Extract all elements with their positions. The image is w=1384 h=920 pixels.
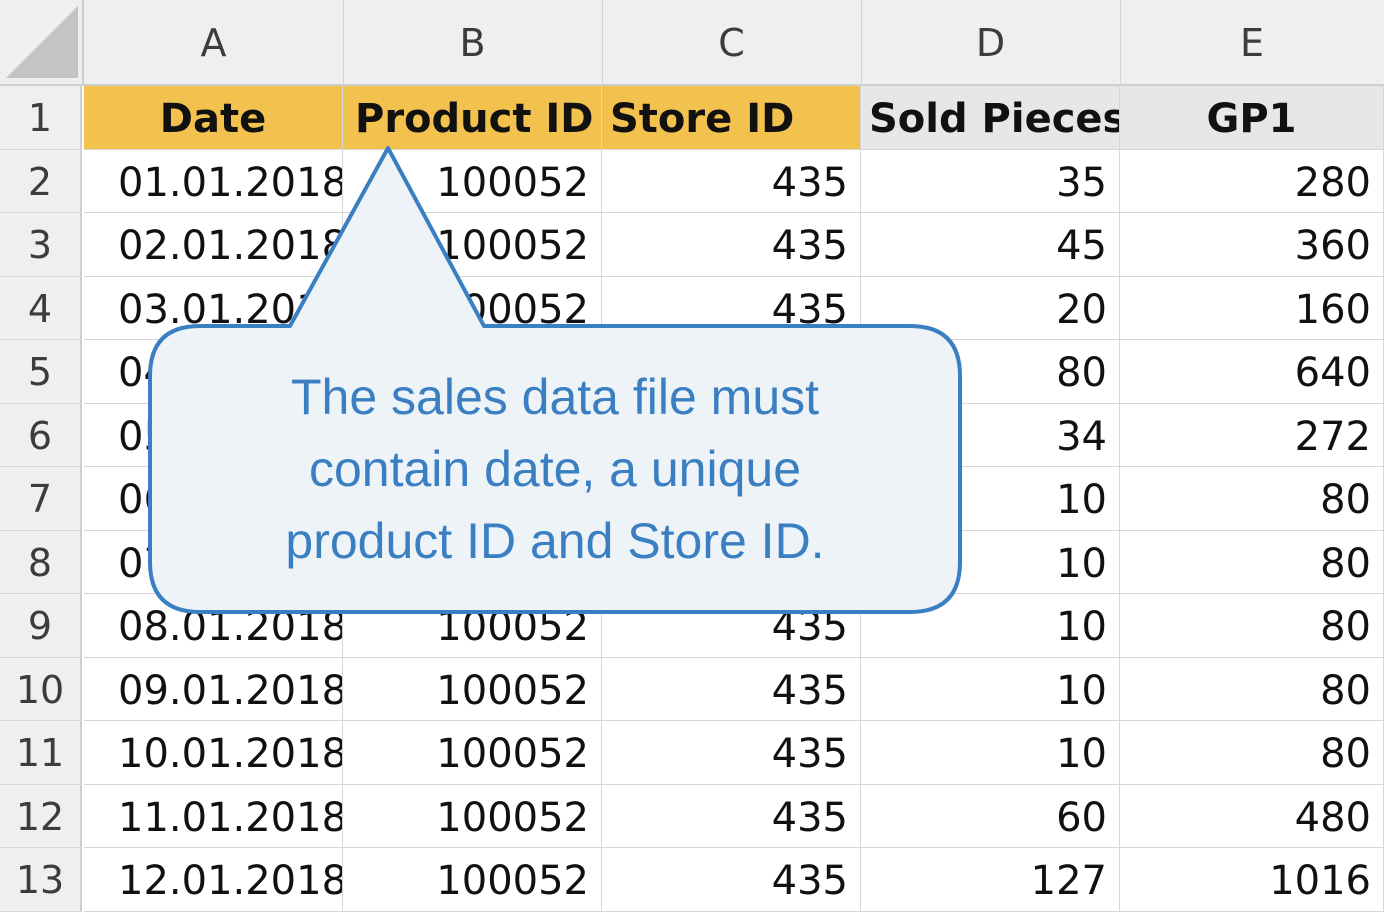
cell-a2[interactable]: 01.01.2018 [84, 149, 343, 213]
row-header-13[interactable]: 13 [0, 848, 82, 912]
callout-text: The sales data file must contain date, a… [285, 369, 825, 569]
cell-c10[interactable]: 435 [602, 657, 861, 721]
cell-c2[interactable]: 435 [602, 149, 861, 213]
row-header-10[interactable]: 10 [0, 657, 82, 721]
cell-b3[interactable]: 100052 [343, 213, 602, 277]
cell-d10[interactable]: 10 [861, 657, 1120, 721]
header-cell-a1[interactable]: Date [84, 86, 343, 150]
row-header-12[interactable]: 12 [0, 784, 82, 848]
header-cell-d1[interactable]: Sold Pieces [861, 86, 1120, 150]
header-cell-c1[interactable]: Store ID [602, 86, 861, 150]
column-header-e[interactable]: E [1120, 0, 1384, 84]
cell-e6[interactable]: 272 [1120, 403, 1384, 467]
column-header-b[interactable]: B [343, 0, 603, 84]
cell-e8[interactable]: 80 [1120, 530, 1384, 594]
select-all-triangle-icon [6, 6, 78, 78]
row-header-4[interactable]: 4 [0, 276, 82, 340]
row-header-8[interactable]: 8 [0, 530, 82, 594]
row-header-2[interactable]: 2 [0, 149, 82, 213]
row-header-5[interactable]: 5 [0, 340, 82, 404]
column-header-bar [0, 0, 1384, 86]
cell-d7[interactable]: 10 [861, 467, 1120, 531]
cell-d8[interactable]: 10 [861, 530, 1120, 594]
cell-d2[interactable]: 35 [861, 149, 1120, 213]
cell-a12[interactable]: 11.01.2018 [84, 784, 343, 848]
cell-e11[interactable]: 80 [1120, 721, 1384, 785]
cell-d11[interactable]: 10 [861, 721, 1120, 785]
cell-c12[interactable]: 435 [602, 784, 861, 848]
cell-e2[interactable]: 280 [1120, 149, 1384, 213]
cell-d6[interactable]: 34 [861, 403, 1120, 467]
cell-b11[interactable]: 100052 [343, 721, 602, 785]
cell-c11[interactable]: 435 [602, 721, 861, 785]
column-header-d[interactable]: D [861, 0, 1121, 84]
cell-e3[interactable]: 360 [1120, 213, 1384, 277]
cell-d3[interactable]: 45 [861, 213, 1120, 277]
cell-b2[interactable]: 100052 [343, 149, 602, 213]
cell-e4[interactable]: 160 [1120, 276, 1384, 340]
cell-c3[interactable]: 435 [602, 213, 861, 277]
cell-b13[interactable]: 100052 [343, 848, 602, 912]
cell-d5[interactable]: 80 [861, 340, 1120, 404]
row-header-1[interactable]: 1 [0, 86, 82, 150]
cell-c13[interactable]: 435 [602, 848, 861, 912]
cell-e5[interactable]: 640 [1120, 340, 1384, 404]
cell-b10[interactable]: 100052 [343, 657, 602, 721]
cell-e9[interactable]: 80 [1120, 594, 1384, 658]
header-cell-e1[interactable]: GP1 [1120, 86, 1384, 150]
cell-d12[interactable]: 60 [861, 784, 1120, 848]
cell-d9[interactable]: 10 [861, 594, 1120, 658]
column-header-a[interactable]: A [84, 0, 344, 84]
cell-a11[interactable]: 10.01.2018 [84, 721, 343, 785]
column-header-c[interactable]: C [602, 0, 862, 84]
row-header-9[interactable]: 9 [0, 594, 82, 658]
cell-a10[interactable]: 09.01.2018 [84, 657, 343, 721]
row-header-3[interactable]: 3 [0, 213, 82, 277]
row-header-7[interactable]: 7 [0, 467, 82, 531]
cell-b12[interactable]: 100052 [343, 784, 602, 848]
row-header-11[interactable]: 11 [0, 721, 82, 785]
cell-a13[interactable]: 12.01.2018 [84, 848, 343, 912]
cell-e7[interactable]: 80 [1120, 467, 1384, 531]
cell-a3[interactable]: 02.01.2018 [84, 213, 343, 277]
cell-e13[interactable]: 1016 [1120, 848, 1384, 912]
cell-d4[interactable]: 20 [861, 276, 1120, 340]
select-all-corner[interactable] [0, 0, 84, 84]
cell-e10[interactable]: 80 [1120, 657, 1384, 721]
header-cell-b1[interactable]: Product ID [343, 86, 602, 150]
cell-d13[interactable]: 127 [861, 848, 1120, 912]
row-header-6[interactable]: 6 [0, 403, 82, 467]
cell-e12[interactable]: 480 [1120, 784, 1384, 848]
